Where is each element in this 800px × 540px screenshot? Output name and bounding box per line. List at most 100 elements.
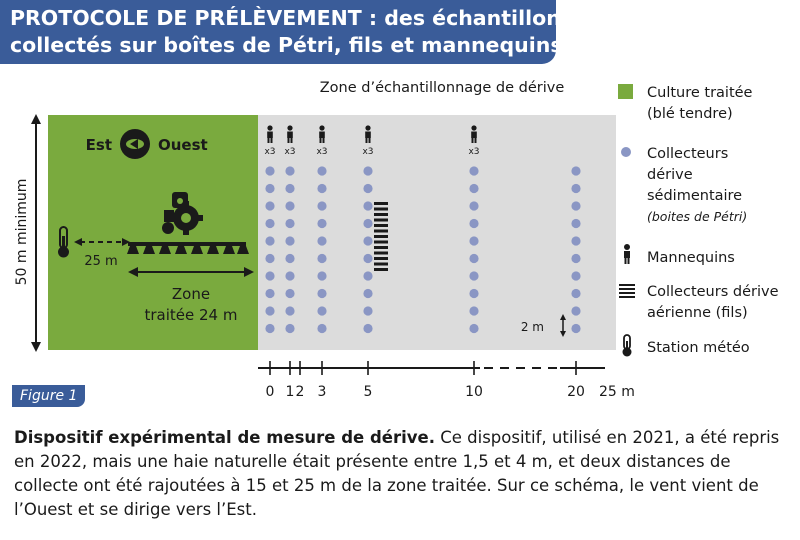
petri-dish-dot — [571, 288, 581, 299]
scale-tick-label: 1 — [286, 384, 295, 400]
spacing-arrow — [560, 314, 566, 337]
petri-dish-dot — [469, 201, 479, 211]
treated-zone-label-2: traitée 24 m — [145, 306, 238, 324]
wire-strand — [374, 224, 388, 227]
mannequin-marker: x3 — [284, 125, 296, 157]
legend-petri-note: (boites de Pétri) — [647, 209, 747, 224]
scale-tick-label: 25 m — [599, 384, 635, 400]
wire-strand — [374, 246, 388, 249]
petri-dish-dot — [571, 236, 581, 246]
spacing-label: 2 m — [521, 320, 544, 334]
scale-tick-label: 3 — [318, 384, 327, 400]
distance-scale: 0 1 2 3 5 10 20 25 m — [258, 361, 635, 400]
wire-strand — [374, 257, 388, 260]
legend-mannequin-label: Mannequins — [647, 250, 735, 266]
petri-dish-dot — [265, 218, 275, 229]
legend-weather-label: Station météo — [647, 340, 750, 356]
mannequin-icon — [624, 244, 630, 264]
petri-dish-dot — [285, 236, 295, 246]
compass-icon — [120, 129, 150, 159]
protocol-diagram: Zone d’échantillonnage de dérive 50 m mi… — [14, 80, 779, 400]
petri-dish-dot — [363, 323, 373, 334]
wire-strand — [374, 240, 388, 244]
petri-dish-dot — [265, 201, 275, 211]
petri-dish-dot — [571, 253, 581, 264]
legend-wires-line-1: Collecteurs dérive — [647, 284, 779, 300]
petri-dish-dot — [571, 183, 581, 194]
mannequin-marker: x3 — [316, 125, 328, 157]
petri-dish-dot — [469, 323, 479, 334]
mannequin-marker: x3 — [468, 125, 480, 157]
wire-strand — [374, 213, 388, 216]
wire-strand — [374, 262, 388, 266]
petri-dish-dot — [571, 218, 581, 229]
petri-dish-dot — [317, 166, 327, 176]
petri-dish-dot — [469, 236, 479, 246]
wire-strand — [374, 251, 388, 255]
petri-dish-dot — [265, 166, 275, 176]
mannequin-count-label: x3 — [362, 147, 373, 157]
petri-dish-dot — [285, 306, 295, 316]
petri-dish-dot — [317, 218, 327, 229]
green-square-icon — [618, 84, 633, 99]
scale-tick-label: 5 — [364, 384, 373, 400]
treated-zone-label-1: Zone — [172, 285, 210, 303]
legend-crop-line-1: Culture traitée — [647, 85, 753, 101]
mannequin-count-label: x3 — [316, 147, 327, 157]
wire-strand — [374, 229, 388, 233]
legend-wires-line-2: aérienne (fils) — [647, 305, 748, 321]
title-line-1: PROTOCOLE DE PRÉLÈVEMENT : des échantill… — [10, 6, 573, 30]
mannequin-count-label: x3 — [284, 147, 295, 157]
petri-dish-dot — [317, 288, 327, 299]
petri-dish-dot — [363, 236, 373, 246]
petri-dish-dot — [571, 323, 581, 334]
mannequin-marker: x3 — [362, 125, 374, 157]
petri-dish-dot — [285, 183, 295, 194]
petri-dish-dot — [285, 166, 295, 176]
mannequin-group: x3 x3 x3 x3 x3 — [264, 125, 480, 157]
petri-dish-dot — [469, 166, 479, 176]
petri-dish-dot — [363, 183, 373, 194]
petri-dish-dot — [285, 218, 295, 229]
petri-dish-dot — [363, 218, 373, 229]
petri-dish-dot — [571, 271, 581, 281]
petri-dish-dot — [363, 166, 373, 176]
petri-dish-dot — [285, 323, 295, 334]
scale-tick-label: 10 — [465, 384, 483, 400]
petri-dish-dot — [285, 271, 295, 281]
petri-dish-dot — [571, 166, 581, 176]
petri-dish-dot — [469, 288, 479, 299]
petri-dish-dot — [469, 183, 479, 194]
petri-dish-dot — [285, 253, 295, 264]
petri-dish-dot — [317, 236, 327, 246]
wire-strand — [374, 207, 388, 211]
petri-dish-dot — [265, 323, 275, 334]
petri-dish-dot — [469, 218, 479, 229]
petri-dish-dot — [317, 201, 327, 211]
legend-petri-line-2: dérive — [647, 167, 693, 183]
mannequin-marker: x3 — [264, 125, 276, 157]
petri-dish-dot — [317, 183, 327, 194]
distance-25m-label: 25 m — [84, 254, 117, 269]
petri-dish-dot — [469, 271, 479, 281]
petri-dish-dot — [317, 271, 327, 281]
drift-zone-label: Zone d’échantillonnage de dérive — [320, 80, 565, 96]
petri-dish-dot — [265, 183, 275, 194]
petri-dish-dot — [317, 323, 327, 334]
header-banner: PROTOCOLE DE PRÉLÈVEMENT : des échantill… — [0, 0, 573, 64]
petri-dish-dot — [265, 236, 275, 246]
caption-title: Dispositif expérimental de mesure de dér… — [14, 428, 435, 447]
petri-dish-dot — [469, 306, 479, 316]
petri-dish-dot — [363, 253, 373, 264]
compass-east-label: Est — [86, 136, 112, 154]
petri-dish-dot — [285, 288, 295, 299]
mannequin-count-label: x3 — [264, 147, 275, 157]
legend-crop-line-2: (blé tendre) — [647, 106, 733, 122]
petri-dish-dot — [363, 306, 373, 316]
height-label: 50 m minimum — [14, 179, 30, 286]
petri-dot-icon — [621, 147, 631, 157]
scale-tick-label: 2 — [296, 384, 305, 400]
thermometer-icon — [58, 226, 69, 258]
legend-petri-line-1: Collecteurs — [647, 146, 728, 162]
sprayer-boom-icon — [127, 242, 249, 254]
